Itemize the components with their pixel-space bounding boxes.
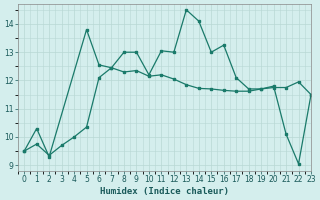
X-axis label: Humidex (Indice chaleur): Humidex (Indice chaleur) — [100, 187, 229, 196]
